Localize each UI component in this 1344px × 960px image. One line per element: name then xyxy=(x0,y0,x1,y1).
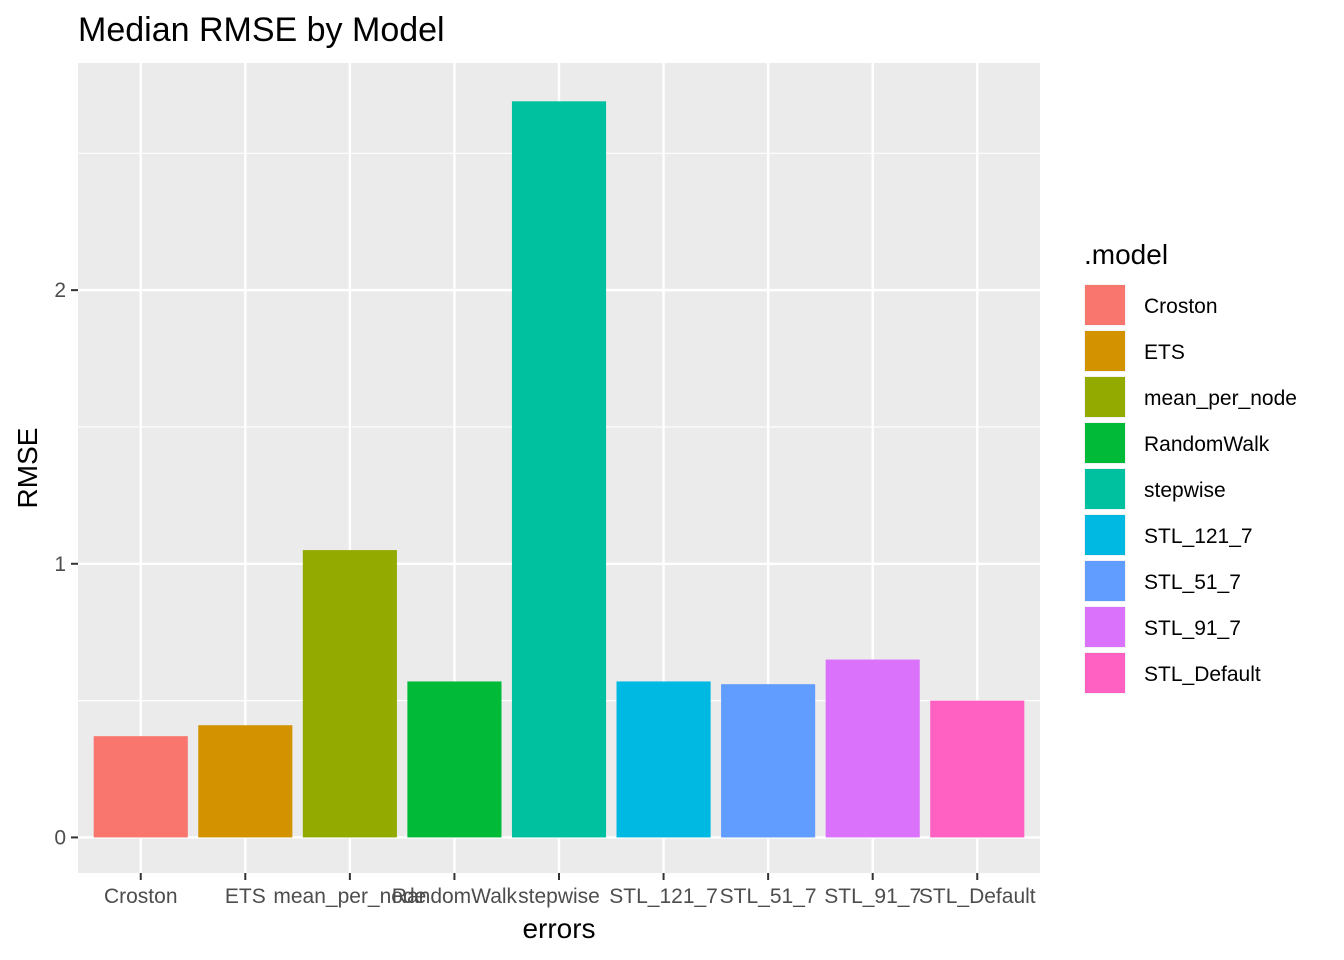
x-tick-label: stepwise xyxy=(518,885,600,908)
bar-STL_121_7 xyxy=(616,681,711,838)
x-tick-label: ETS xyxy=(225,885,266,908)
legend-label: STL_91_7 xyxy=(1144,617,1241,640)
y-axis-title: RMSE xyxy=(12,428,43,509)
legend-swatch xyxy=(1085,561,1125,601)
bar-ETS xyxy=(198,725,293,838)
x-tick-label: STL_51_7 xyxy=(720,885,817,908)
bar-STL_Default xyxy=(930,700,1025,838)
legend-label: RandomWalk xyxy=(1144,433,1270,456)
legend-swatch xyxy=(1085,377,1125,417)
bar-RandomWalk xyxy=(407,681,502,838)
bars xyxy=(93,101,1025,838)
bar-STL_51_7 xyxy=(721,684,816,838)
legend-label: STL_51_7 xyxy=(1144,571,1241,594)
x-tick-label: STL_121_7 xyxy=(609,885,718,908)
x-tick-label: Croston xyxy=(104,885,178,908)
legend-label: stepwise xyxy=(1144,479,1226,502)
legend-swatch xyxy=(1085,331,1125,371)
legend-label: mean_per_node xyxy=(1144,387,1297,410)
legend-label: STL_Default xyxy=(1144,663,1261,686)
legend-label: ETS xyxy=(1144,341,1185,364)
legend-swatch xyxy=(1085,423,1125,463)
legend-label: STL_121_7 xyxy=(1144,525,1253,548)
x-tick-label: STL_Default xyxy=(919,885,1036,908)
y-axis: 0 1 2 xyxy=(54,279,78,849)
x-axis-title: errors xyxy=(522,913,595,944)
legend-title: .model xyxy=(1084,239,1168,270)
x-tick-label: mean_per_node xyxy=(273,885,426,908)
y-tick-label: 0 xyxy=(54,826,66,849)
y-tick-label: 1 xyxy=(54,553,66,576)
legend-swatch xyxy=(1085,607,1125,647)
x-tick-label: STL_91_7 xyxy=(824,885,921,908)
x-tick-label: RandomWalk xyxy=(392,885,518,908)
bar-stepwise xyxy=(511,101,607,838)
legend-label: Croston xyxy=(1144,295,1218,318)
legend-items: Croston ETS mean_per_node RandomWalk stepwis… xyxy=(1084,284,1297,694)
legend-swatch xyxy=(1085,469,1125,509)
y-tick-label: 2 xyxy=(54,279,66,302)
bar-mean_per_node xyxy=(302,550,397,838)
legend-swatch xyxy=(1085,653,1125,693)
chart-title: Median RMSE by Model xyxy=(78,11,445,49)
legend-swatch xyxy=(1085,285,1125,325)
bar-STL_91_7 xyxy=(825,659,920,838)
bar-Croston xyxy=(93,736,188,838)
legend: .model Croston ETS mean_per_node RandomWalk… xyxy=(1084,239,1297,694)
legend-swatch xyxy=(1085,515,1125,555)
